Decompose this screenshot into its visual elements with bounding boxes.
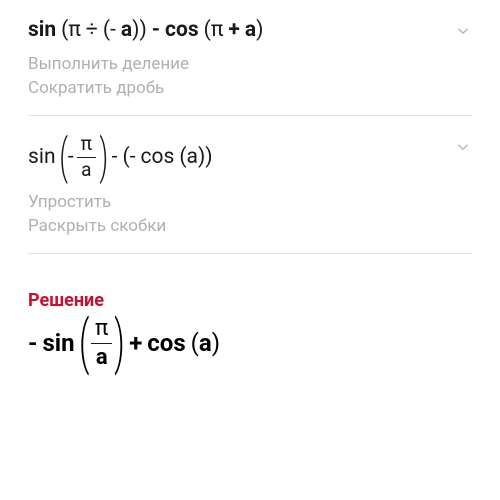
- var-a: a: [187, 145, 198, 170]
- rparen: ): [256, 18, 263, 43]
- expand-icon[interactable]: [454, 138, 472, 156]
- lparen: (: [61, 18, 68, 43]
- cos-fn: cos: [165, 18, 199, 43]
- step-1-hints: Выполнить деление Сократить дробь: [28, 53, 472, 101]
- step-2-hints: Упростить Раскрыть скобки: [28, 191, 472, 239]
- sin-fn: sin: [28, 18, 56, 43]
- step-2-expression: sin ( - π a ) - ( - cos ( a ) ): [28, 134, 472, 181]
- fraction: π a: [77, 134, 96, 181]
- lparen: (: [191, 329, 199, 358]
- step-1: sin ( π ÷ ( - a ) ) - cos ( π + a ) Выпо…: [28, 0, 472, 116]
- plus-op: +: [129, 329, 142, 358]
- neg-sign: -: [28, 329, 37, 358]
- neg-sign: -: [68, 145, 74, 170]
- rparen: ): [212, 329, 220, 358]
- lparen: (: [179, 145, 186, 170]
- steps-container: sin ( π ÷ ( - a ) ) - cos ( π + a ) Выпо…: [0, 0, 500, 385]
- rparen-tall: ): [100, 138, 109, 176]
- plus-op: +: [228, 18, 239, 43]
- fraction: π a: [91, 317, 112, 371]
- hint-text[interactable]: Сократить дробь: [28, 77, 472, 101]
- step-1-expression: sin ( π ÷ ( - a ) ) - cos ( π + a ): [28, 18, 472, 43]
- neg-sign: -: [130, 145, 136, 170]
- frac-numerator: π: [77, 134, 96, 155]
- expand-icon[interactable]: [454, 22, 472, 40]
- var-a: a: [245, 18, 256, 43]
- solution-step: Решение - sin ( π a ) + cos ( a ): [28, 254, 472, 385]
- lparen: (: [103, 18, 110, 43]
- var-a: a: [199, 329, 212, 358]
- cos-fn: cos: [141, 145, 175, 170]
- var-a: a: [121, 18, 132, 43]
- lparen-tall: (: [59, 138, 67, 176]
- lparen-tall: (: [79, 320, 89, 366]
- solution-label: Решение: [28, 290, 472, 311]
- solution-expression: - sin ( π a ) + cos ( a ): [28, 317, 472, 371]
- minus-op: -: [112, 145, 118, 170]
- minus-op: -: [152, 18, 160, 43]
- rparen-tall: ): [115, 320, 125, 366]
- hint-text[interactable]: Упростить: [28, 191, 472, 215]
- cos-fn: cos: [147, 329, 185, 358]
- rparen: ): [132, 18, 139, 43]
- rparen: ): [139, 18, 146, 43]
- hint-text[interactable]: Выполнить деление: [28, 53, 472, 77]
- sin-fn: sin: [42, 329, 74, 358]
- divide-op: ÷: [86, 18, 98, 43]
- pi-sym: π: [68, 18, 81, 43]
- frac-denominator: a: [92, 346, 112, 370]
- lparen: (: [204, 18, 211, 43]
- rparen: ): [198, 145, 205, 170]
- frac-numerator: π: [91, 317, 112, 341]
- lparen: (: [122, 145, 129, 170]
- frac-bar: [91, 343, 112, 345]
- hint-text[interactable]: Раскрыть скобки: [28, 215, 472, 239]
- step-2: sin ( - π a ) - ( - cos ( a ) ) Упростит…: [28, 116, 472, 254]
- sin-fn: sin: [28, 145, 56, 170]
- neg-sign: -: [110, 18, 116, 43]
- rparen: ): [205, 145, 212, 170]
- pi-sym: π: [211, 18, 224, 43]
- frac-denominator: a: [77, 160, 95, 181]
